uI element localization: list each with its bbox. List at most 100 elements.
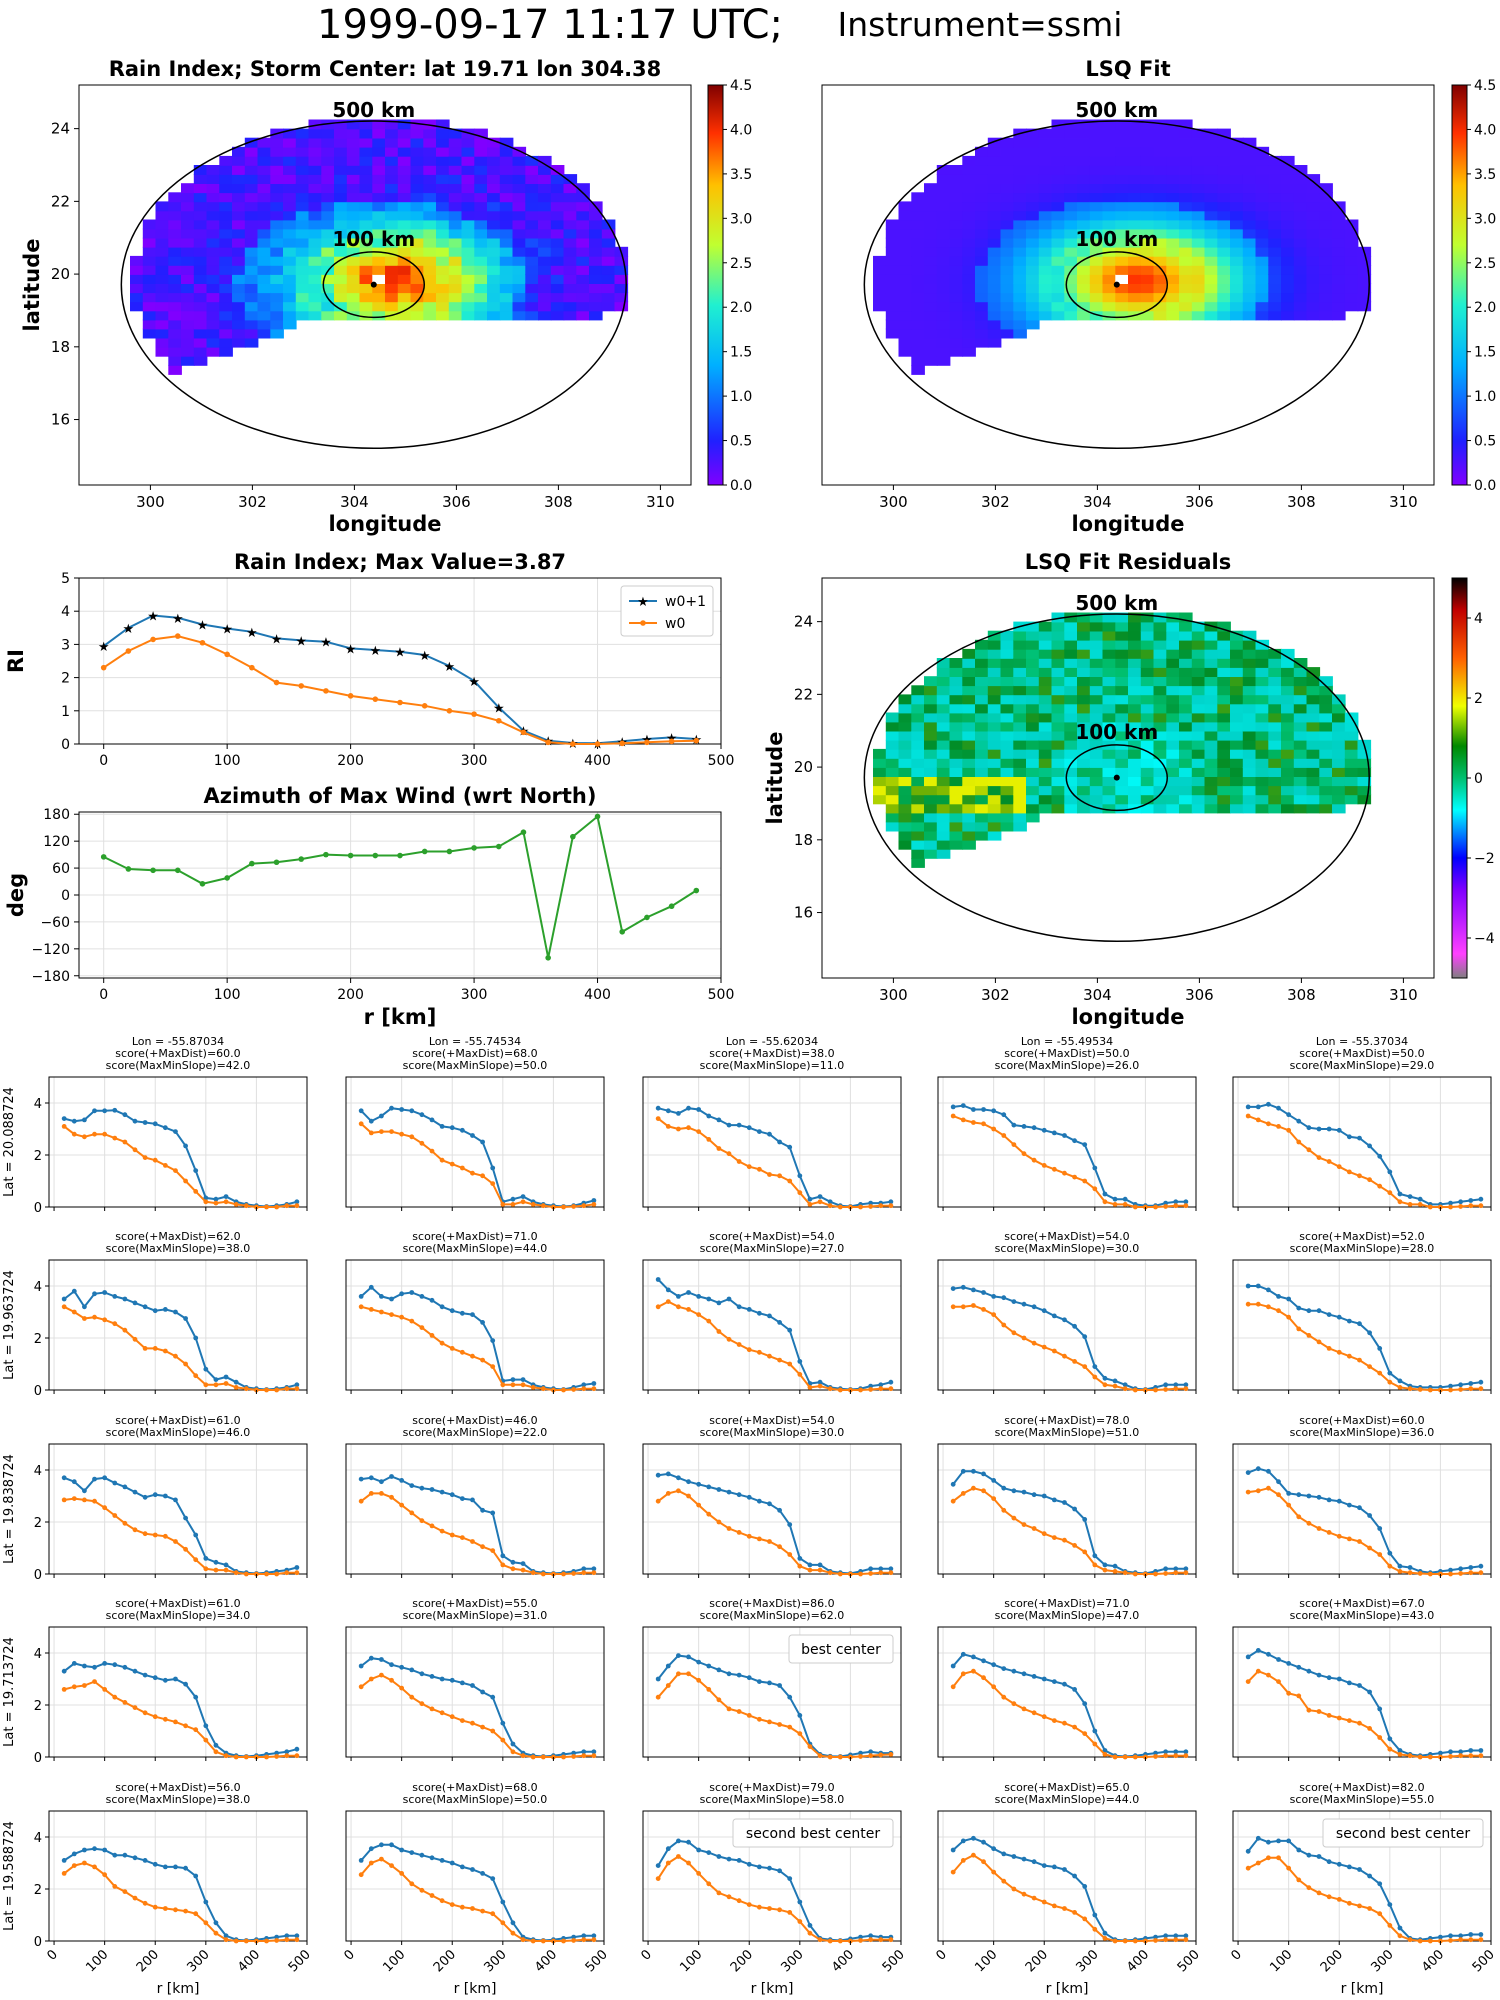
- map-pixel: [1077, 739, 1091, 750]
- data-point: [358, 1858, 364, 1863]
- data-point: [1092, 1553, 1098, 1559]
- map-pixel: [885, 739, 900, 750]
- map-pixel: [550, 283, 565, 294]
- map-pixel: [1281, 255, 1295, 266]
- data-point: [665, 1860, 671, 1866]
- data-point: [1092, 1186, 1098, 1192]
- map-pixel: [1128, 137, 1142, 148]
- data-point: [1011, 1701, 1017, 1707]
- data-point: [490, 1338, 496, 1343]
- map-pixel: [898, 301, 913, 312]
- data-point: [358, 1304, 364, 1310]
- map-pixel: [1319, 255, 1333, 266]
- map-pixel: [1153, 794, 1168, 805]
- map-pixel: [1217, 748, 1231, 759]
- map-pixel: [1166, 685, 1180, 696]
- data-point: [1051, 1130, 1057, 1136]
- map-pixel: [308, 201, 323, 212]
- map-pixel: [1038, 712, 1053, 723]
- map-pixel: [589, 301, 603, 312]
- map-pixel: [949, 703, 964, 714]
- axes-frame: [48, 1810, 308, 1942]
- map-pixel: [206, 328, 221, 339]
- map-pixel: [1281, 785, 1295, 796]
- data-point: [399, 1685, 405, 1691]
- map-pixel: [206, 174, 221, 184]
- data-point: [399, 1107, 405, 1112]
- map-pixel: [538, 292, 552, 303]
- series-w0: [61, 1679, 300, 1760]
- data-point: [379, 1657, 384, 1662]
- map-pixel: [385, 283, 399, 294]
- map-pixel: [461, 165, 476, 175]
- data-point: [510, 1196, 516, 1202]
- map-pixel: [168, 237, 182, 248]
- map-pixel: [1000, 319, 1015, 330]
- map-pixel: [1064, 794, 1078, 805]
- map-pixel: [1077, 228, 1091, 239]
- map-pixel: [308, 165, 323, 175]
- map-pixel: [1038, 694, 1053, 705]
- map-pixel: [962, 192, 976, 203]
- map-pixel: [1128, 739, 1142, 750]
- y-tick-label: 0: [61, 737, 70, 753]
- axes-frame: [937, 1626, 1197, 1758]
- series-line: [360, 1107, 595, 1208]
- map-pixel: [461, 201, 476, 212]
- map-pixel: [1191, 228, 1206, 239]
- map-pixel: [1230, 658, 1244, 668]
- map-pixel: [283, 246, 297, 257]
- map-pixel: [346, 165, 361, 175]
- map-pixel: [232, 292, 246, 303]
- data-point: [409, 1850, 415, 1855]
- map-pixel: [1051, 667, 1066, 677]
- map-pixel: [1140, 630, 1155, 641]
- map-pixel: [155, 274, 170, 284]
- map-pixel: [1089, 274, 1104, 284]
- map-pixel: [1102, 155, 1117, 166]
- map-pixel: [232, 210, 246, 221]
- map-pixel: [423, 310, 437, 321]
- map-pixel: [1000, 648, 1015, 659]
- data-point: [1478, 1937, 1484, 1943]
- map-pixel: [975, 676, 989, 687]
- data-point: [264, 1938, 269, 1944]
- map-pixel: [576, 201, 590, 212]
- data-point: [429, 1855, 435, 1861]
- map-pixel: [1255, 201, 1270, 212]
- map-pixel: [1306, 228, 1321, 239]
- map-axes-frame: [821, 577, 1435, 979]
- map-pixel: [321, 128, 335, 139]
- map-pixel: [308, 255, 323, 266]
- map-pixel: [962, 812, 976, 823]
- candidate-cell: score(MaxMinSlope)=38.0score(+MaxDist)=6…: [2, 1230, 308, 1399]
- data-point: [777, 1357, 782, 1363]
- data-point: [591, 1386, 597, 1392]
- data-point: [868, 1571, 874, 1576]
- data-point: [213, 1930, 219, 1936]
- map-pixel: [1166, 255, 1180, 266]
- data-point: [1122, 1570, 1128, 1576]
- data-point: [449, 1532, 455, 1538]
- map-pixel: [1077, 785, 1091, 796]
- map-pixel: [1115, 237, 1129, 248]
- map-pixel: [193, 274, 208, 284]
- data-point: [459, 1165, 465, 1171]
- data-point: [368, 1655, 374, 1661]
- map-pixel: [525, 174, 539, 184]
- data-point: [1326, 1675, 1332, 1681]
- map-pixel: [1230, 639, 1244, 650]
- map-pixel: [1013, 210, 1027, 221]
- map-pixel: [987, 283, 1002, 294]
- data-point: [561, 1754, 566, 1760]
- data-point: [561, 1387, 566, 1393]
- map-pixel: [975, 219, 989, 230]
- map-pixel: [499, 301, 514, 312]
- map-pixel: [1230, 137, 1244, 148]
- map-pixel: [576, 192, 590, 203]
- data-point: [1173, 1937, 1179, 1943]
- data-point: [470, 1133, 475, 1138]
- map-pixel: [1281, 201, 1295, 212]
